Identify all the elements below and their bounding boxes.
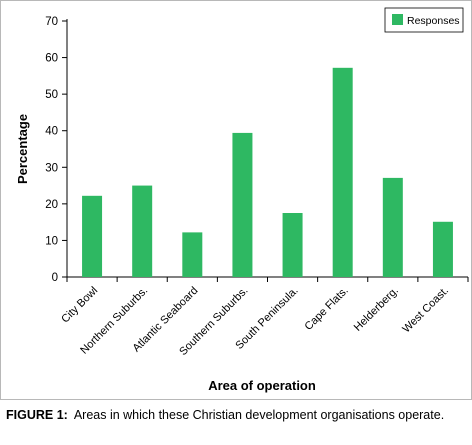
chart-legend: Responses — [384, 7, 464, 33]
chart-axes — [62, 19, 469, 282]
bar — [182, 232, 203, 277]
bar — [82, 195, 103, 277]
y-tick-label: 50 — [45, 89, 58, 101]
x-tick-label: Helderberg. — [352, 285, 401, 334]
bar — [382, 177, 403, 277]
x-tick-label: Cape Flats. — [303, 285, 351, 333]
x-tick-label: City Bowl — [59, 285, 100, 326]
caption-label: FIGURE 1: — [6, 408, 68, 422]
x-tick-label: West Coast. — [400, 285, 451, 336]
y-tick-label: 60 — [45, 53, 58, 65]
figure-caption: FIGURE 1: Areas in which these Christian … — [6, 407, 466, 423]
bar — [282, 213, 303, 277]
bar — [232, 132, 253, 277]
chart-frame: City Bowl Northern Suburbs. Atlantic Seabo… — [0, 0, 472, 400]
y-tick-label: 30 — [45, 162, 58, 174]
bar — [132, 185, 153, 277]
y-tick-label: 40 — [45, 126, 58, 138]
y-tick-label: 70 — [45, 16, 58, 28]
bar — [332, 67, 353, 277]
chart-bars — [82, 67, 453, 277]
legend-swatch — [392, 14, 403, 25]
y-tick-label: 0 — [52, 272, 58, 284]
y-tick-label: 10 — [45, 235, 58, 247]
x-axis-label: Area of operation — [208, 378, 316, 393]
y-axis-label: Percentage — [15, 114, 30, 184]
bar — [432, 221, 453, 277]
y-tick-label: 20 — [45, 199, 58, 211]
caption-text: Areas in which these Christian developme… — [73, 408, 445, 422]
y-tick-labels: 0 10 20 30 40 50 60 70 — [45, 16, 58, 284]
legend-label: Responses — [407, 15, 460, 27]
